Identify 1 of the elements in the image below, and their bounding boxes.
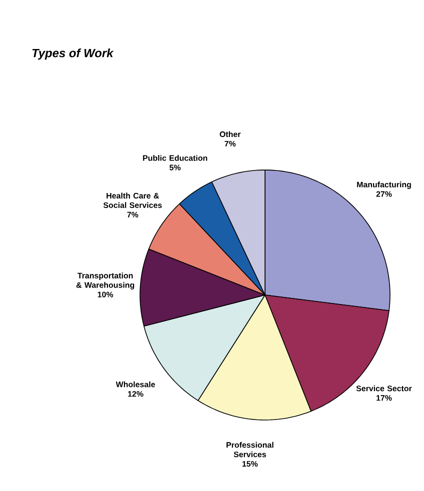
chart-title: Types of Work [32,48,114,60]
